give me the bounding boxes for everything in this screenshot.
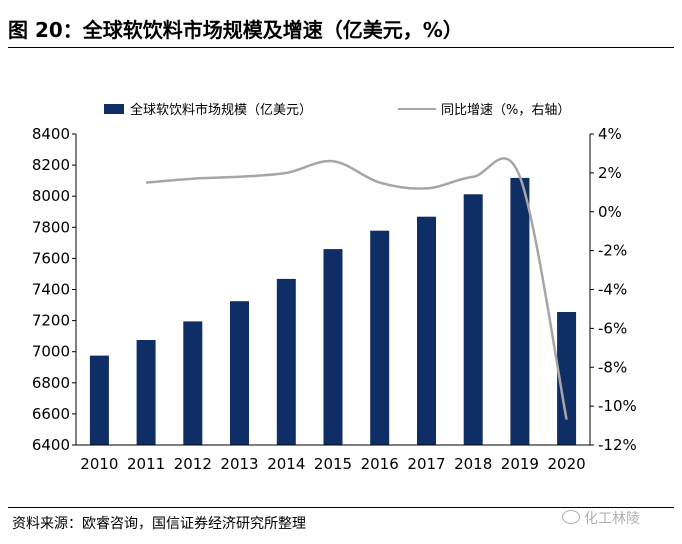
- legend-bar-label: 全球软饮料市场规模（亿美元）: [130, 102, 312, 118]
- legend: 全球软饮料市场规模（亿美元） 同比增速（%，右轴）: [104, 102, 570, 118]
- left-tick-label: 6600: [32, 405, 70, 423]
- x-tick-label: 2011: [127, 455, 165, 473]
- bar-2010: [89, 355, 109, 445]
- watermark: 化工林陵: [562, 508, 640, 528]
- x-tick-label: 2012: [174, 455, 212, 473]
- right-tick-label: 2%: [598, 164, 622, 182]
- x-tick-label: 2013: [220, 455, 258, 473]
- left-tick-label: 7400: [32, 281, 70, 299]
- x-tick-label: 2020: [548, 455, 586, 473]
- right-tick-label: -12%: [598, 436, 637, 454]
- left-tick-label: 6800: [32, 374, 70, 392]
- bar-2016: [370, 230, 390, 445]
- left-tick-label: 7000: [32, 343, 70, 361]
- left-tick-label: 6400: [32, 436, 70, 454]
- x-tick-label: 2019: [501, 455, 539, 473]
- bar-2014: [276, 278, 296, 445]
- legend-bar-swatch: [104, 104, 124, 114]
- bar-2015: [323, 249, 343, 445]
- left-tick-label: 7200: [32, 312, 70, 330]
- source-note: 资料来源：欧睿咨询，国信证券经济研究所整理: [12, 516, 306, 532]
- watermark-text: 化工林陵: [584, 511, 640, 527]
- left-tick-label: 8400: [32, 125, 70, 143]
- x-tick-label: 2018: [454, 455, 492, 473]
- bar-2011: [136, 340, 156, 445]
- right-tick-label: -10%: [598, 397, 637, 415]
- legend-line-label: 同比增速（%，右轴）: [441, 103, 570, 118]
- wechat-icon: [562, 510, 580, 524]
- right-tick-label: -8%: [598, 358, 627, 376]
- x-tick-label: 2017: [407, 455, 445, 473]
- x-tick-label: 2014: [267, 455, 305, 473]
- bar-2020: [557, 312, 577, 445]
- x-tick-label: 2010: [80, 455, 118, 473]
- bar-2017: [417, 216, 436, 445]
- x-tick-label: 2016: [361, 455, 399, 473]
- left-tick-label: 8000: [32, 187, 70, 205]
- left-tick-label: 7800: [32, 218, 70, 236]
- bar-2013: [230, 301, 249, 445]
- bar-2018: [463, 194, 483, 445]
- right-tick-label: -4%: [598, 281, 627, 299]
- figure-title: 图 20：全球软饮料市场规模及增速（亿美元，%）: [8, 18, 463, 42]
- left-tick-label: 8200: [32, 156, 70, 174]
- right-tick-label: 0%: [598, 203, 622, 221]
- right-tick-label: -2%: [598, 242, 627, 260]
- left-tick-label: 7600: [32, 249, 70, 267]
- bar-2019: [510, 177, 530, 445]
- growth-line: [145, 157, 568, 420]
- bar-2012: [183, 321, 203, 445]
- right-tick-label: -6%: [598, 319, 627, 337]
- x-tick-label: 2015: [314, 455, 352, 473]
- chart: 全球软饮料市场规模（亿美元） 同比增速（%，右轴） 6400 6600 6800 70…: [32, 102, 637, 473]
- title-rule: [8, 47, 674, 48]
- right-tick-label: 4%: [598, 125, 622, 143]
- footer-rule: [8, 507, 674, 508]
